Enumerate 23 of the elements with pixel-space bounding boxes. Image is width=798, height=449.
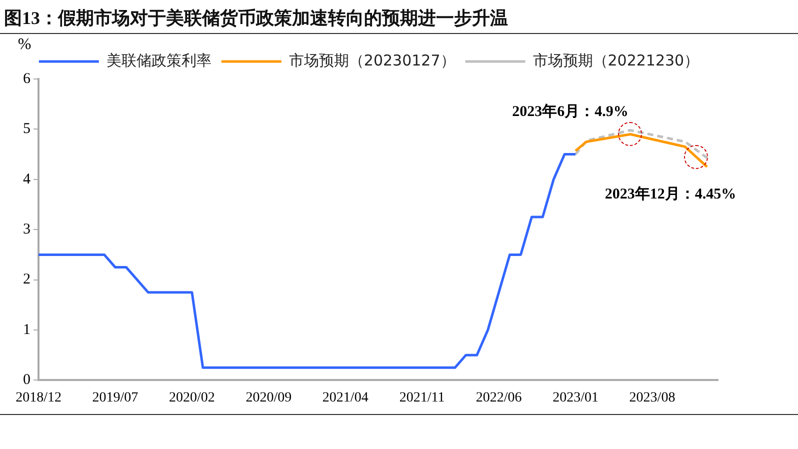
x-tick-label: 2021/11 <box>399 390 445 406</box>
x-tick-label: 2018/12 <box>16 390 62 406</box>
legend-label: 市场预期（20230127） <box>288 51 456 70</box>
x-tick-label: 2020/02 <box>168 390 215 406</box>
y-axis-title: % <box>18 36 32 54</box>
legend-label: 市场预期（20221230） <box>532 51 700 70</box>
chart-title: 图13：假期市场对于美联储货币政策加速转向的预期进一步升温 <box>0 0 798 34</box>
y-tick-label: 2 <box>23 272 30 288</box>
x-tick-label: 2021/04 <box>322 390 368 406</box>
y-tick-label: 5 <box>23 121 30 138</box>
x-tick-label: 2023/08 <box>629 390 676 406</box>
annotation: 2023年6月：4.9% <box>512 103 628 120</box>
y-tick-label: 3 <box>23 222 30 238</box>
y-tick-label: 6 <box>23 70 31 87</box>
legend-label: 美联储政策利率 <box>106 51 212 70</box>
x-tick-label: 2023/01 <box>552 390 598 406</box>
x-tick-label: 2022/06 <box>476 390 522 406</box>
y-tick-label: 1 <box>23 322 30 338</box>
x-tick-label: 2020/09 <box>246 390 292 406</box>
x-tick-label: 2019/07 <box>92 390 138 406</box>
y-tick-label: 0 <box>23 372 30 388</box>
annotation: 2023年12月：4.45% <box>604 186 736 203</box>
y-tick-label: 4 <box>23 171 31 188</box>
